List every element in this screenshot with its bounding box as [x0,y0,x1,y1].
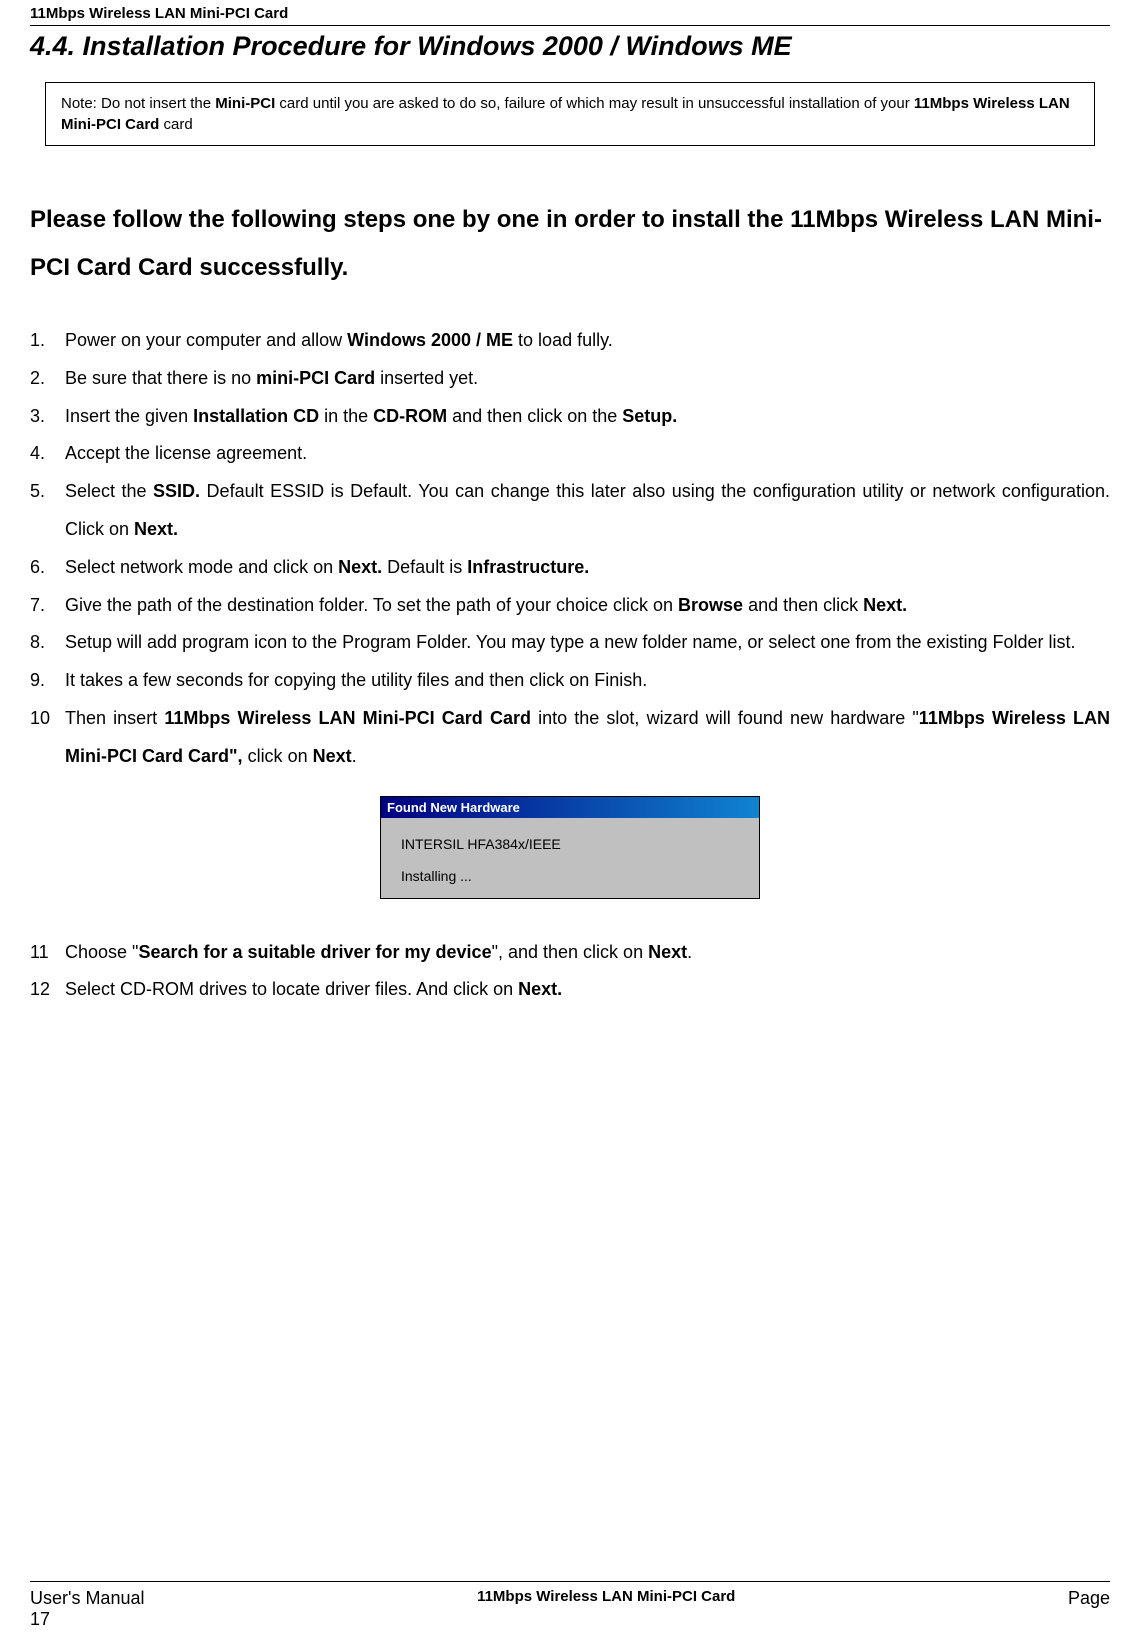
step-text: Select CD-ROM drives to locate driver fi… [65,979,518,999]
dialog-device-name: INTERSIL HFA384x/IEEE [401,836,739,852]
step-item: Select CD-ROM drives to locate driver fi… [30,971,1110,1009]
section-heading: 4.4. Installation Procedure for Windows … [30,31,1110,62]
note-bold: Mini-PCI [215,95,275,112]
steps-list-continued: Choose "Search for a suitable driver for… [30,934,1110,1010]
footer-page-number: 17 [30,1609,144,1630]
step-text: Default is [382,557,467,577]
step-bold: Windows 2000 / ME [347,330,513,350]
footer: User's Manual 17 11Mbps Wireless LAN Min… [30,1581,1110,1630]
step-bold: Search for a suitable driver for my devi… [138,942,491,962]
step-text: Setup will add program icon to the Progr… [65,624,1110,662]
step-item: Give the path of the destination folder.… [30,587,1110,625]
note-box: Note: Do not insert the Mini-PCI card un… [45,82,1095,146]
step-item: It takes a few seconds for copying the u… [30,662,1110,700]
step-item: Power on your computer and allow Windows… [30,322,1110,360]
header-product-title: 11Mbps Wireless LAN Mini-PCI Card [30,5,1110,26]
step-bold: 11Mbps Wireless LAN Mini-PCI Card Card [164,708,531,728]
step-bold: SSID. [153,481,200,501]
step-bold: Next. [863,595,907,615]
dialog-body: INTERSIL HFA384x/IEEE Installing ... [381,818,759,898]
step-text: . [352,746,357,766]
step-text: into the slot, wizard will found new har… [531,708,919,728]
step-text: Power on your computer and allow [65,330,347,350]
step-item: Select the SSID. Default ESSID is Defaul… [30,473,1110,549]
found-new-hardware-dialog: Found New Hardware INTERSIL HFA384x/IEEE… [380,796,760,899]
footer-center: 11Mbps Wireless LAN Mini-PCI Card [144,1588,1067,1605]
step-text: Insert the given [65,406,193,426]
step-bold: Next [313,746,352,766]
step-bold: Next. [338,557,382,577]
note-text: Note: Do not insert the [61,95,215,112]
step-bold: Installation CD [193,406,319,426]
step-item: Setup will add program icon to the Progr… [30,624,1110,662]
step-item: Be sure that there is no mini-PCI Card i… [30,360,1110,398]
step-text: click on [243,746,313,766]
step-text: and then click on the [447,406,622,426]
step-bold: mini-PCI Card [256,368,375,388]
step-bold: Next. [518,979,562,999]
step-text: It takes a few seconds for copying the u… [65,662,1110,700]
step-bold: Next [648,942,687,962]
step-item: Insert the given Installation CD in the … [30,398,1110,436]
step-text: in the [319,406,373,426]
step-text: ", and then click on [492,942,648,962]
step-text: and then click [743,595,863,615]
footer-right: Page [1068,1588,1110,1609]
intro-heading: Please follow the following steps one by… [30,196,1110,292]
step-text: Choose " [65,942,138,962]
dialog-status: Installing ... [401,868,739,884]
step-item: Choose "Search for a suitable driver for… [30,934,1110,972]
step-text: Then insert [65,708,164,728]
step-bold: Setup. [622,406,677,426]
step-text: Default ESSID is Default. You can change… [65,481,1110,539]
note-text: card [159,116,192,133]
footer-left: User's Manual 17 [30,1588,144,1630]
step-item: Then insert 11Mbps Wireless LAN Mini-PCI… [30,700,1110,776]
step-text: Give the path of the destination folder.… [65,595,678,615]
step-text: Select network mode and click on [65,557,338,577]
footer-manual-label: User's Manual [30,1588,144,1609]
step-text: . [687,942,692,962]
step-bold: CD-ROM [373,406,447,426]
steps-list: Power on your computer and allow Windows… [30,322,1110,776]
step-item: Select network mode and click on Next. D… [30,549,1110,587]
step-bold: Infrastructure. [467,557,589,577]
step-text: to load fully. [513,330,613,350]
step-bold: Next. [134,519,178,539]
step-item: Accept the license agreement. [30,435,1110,473]
step-text: inserted yet. [375,368,478,388]
step-text: Select the [65,481,153,501]
note-text: card until you are asked to do so, failu… [275,95,914,112]
step-bold: Browse [678,595,743,615]
step-text: Accept the license agreement. [65,435,1110,473]
dialog-title: Found New Hardware [381,797,759,818]
dialog-container: Found New Hardware INTERSIL HFA384x/IEEE… [30,796,1110,899]
step-text: Be sure that there is no [65,368,256,388]
